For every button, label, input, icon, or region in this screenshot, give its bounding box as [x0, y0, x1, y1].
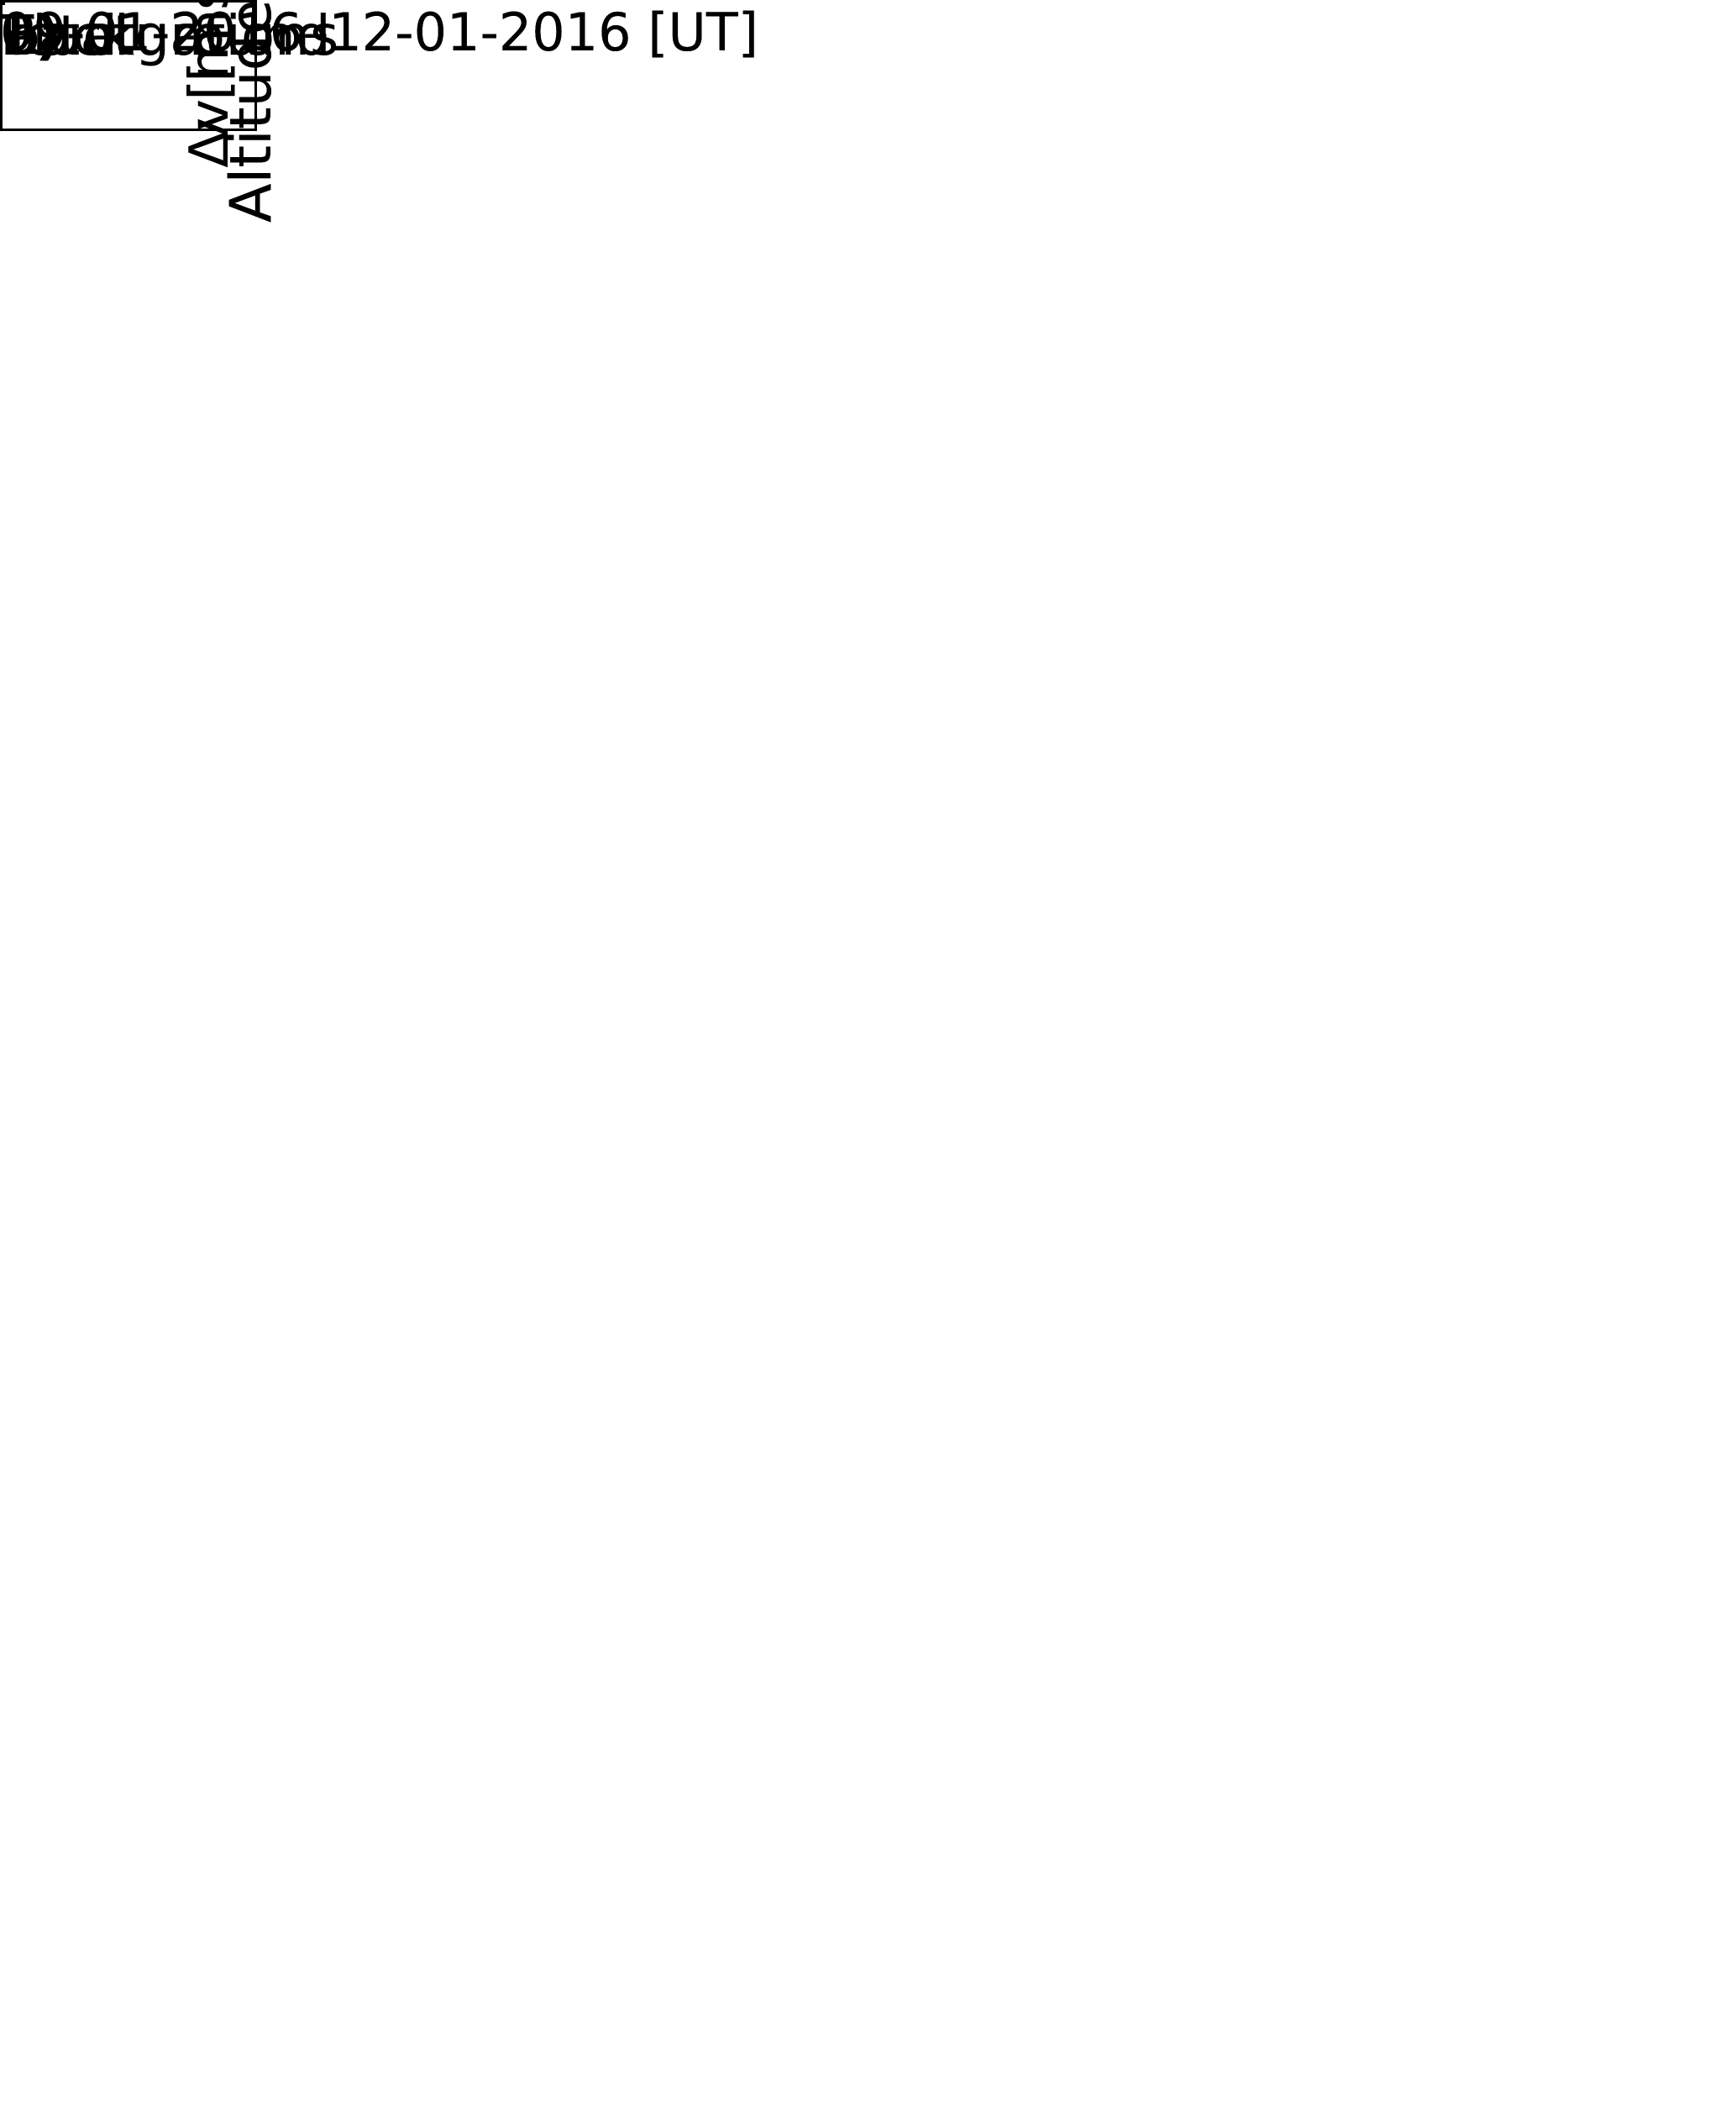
colorbar-gradient-c	[0, 0, 257, 131]
colorbar-label-c: Δv [m s⁻¹]	[179, 0, 241, 168]
